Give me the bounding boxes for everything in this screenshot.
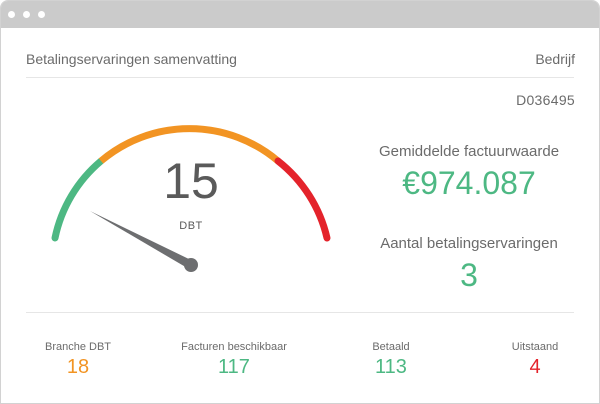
- window-control-dot-icon[interactable]: [8, 11, 15, 18]
- stat-facturen-beschikbaar: Facturen beschikbaar 117: [174, 341, 294, 377]
- window-control-dot-icon[interactable]: [23, 11, 30, 18]
- experiences-value: 3: [460, 257, 478, 293]
- stat-branche-dbt: Branche DBT 18: [18, 341, 138, 377]
- header-divider: [26, 77, 574, 78]
- stat-betaald: Betaald 113: [331, 341, 451, 377]
- company-label: Bedrijf: [535, 51, 575, 67]
- stat-value: 117: [218, 356, 250, 378]
- stat-label: Branche DBT: [44, 341, 112, 353]
- stat-value: 113: [375, 356, 407, 378]
- stat-value: 4: [529, 356, 541, 378]
- stat-value: 18: [66, 356, 90, 378]
- stat-label: Facturen beschikbaar: [181, 341, 287, 353]
- window-control-dot-icon[interactable]: [38, 11, 45, 18]
- page-title: Betalingservaringen samenvatting: [26, 51, 237, 67]
- avg-invoice-label: Gemiddelde factuurwaarde: [378, 143, 560, 160]
- stat-label: Uitstaand: [511, 341, 559, 353]
- gauge-segment-green: [51, 157, 105, 242]
- gauge-needle-icon: [90, 211, 193, 269]
- stat-uitstaand: Uitstaand 4: [475, 341, 595, 377]
- gauge-unit: DBT: [179, 220, 203, 232]
- company-id: D036495: [516, 92, 575, 108]
- stats-divider: [26, 312, 574, 313]
- window-titlebar: [1, 1, 599, 28]
- gauge-segment-orange: [98, 125, 281, 164]
- gauge-value: 15: [163, 153, 219, 209]
- gauge-segment-red: [274, 157, 331, 242]
- gauge-needle-hub-icon: [184, 258, 198, 272]
- avg-invoice-value: €974.087: [402, 165, 536, 201]
- stat-label: Betaald: [372, 341, 410, 353]
- experiences-label: Aantal betalingservaringen: [380, 235, 558, 252]
